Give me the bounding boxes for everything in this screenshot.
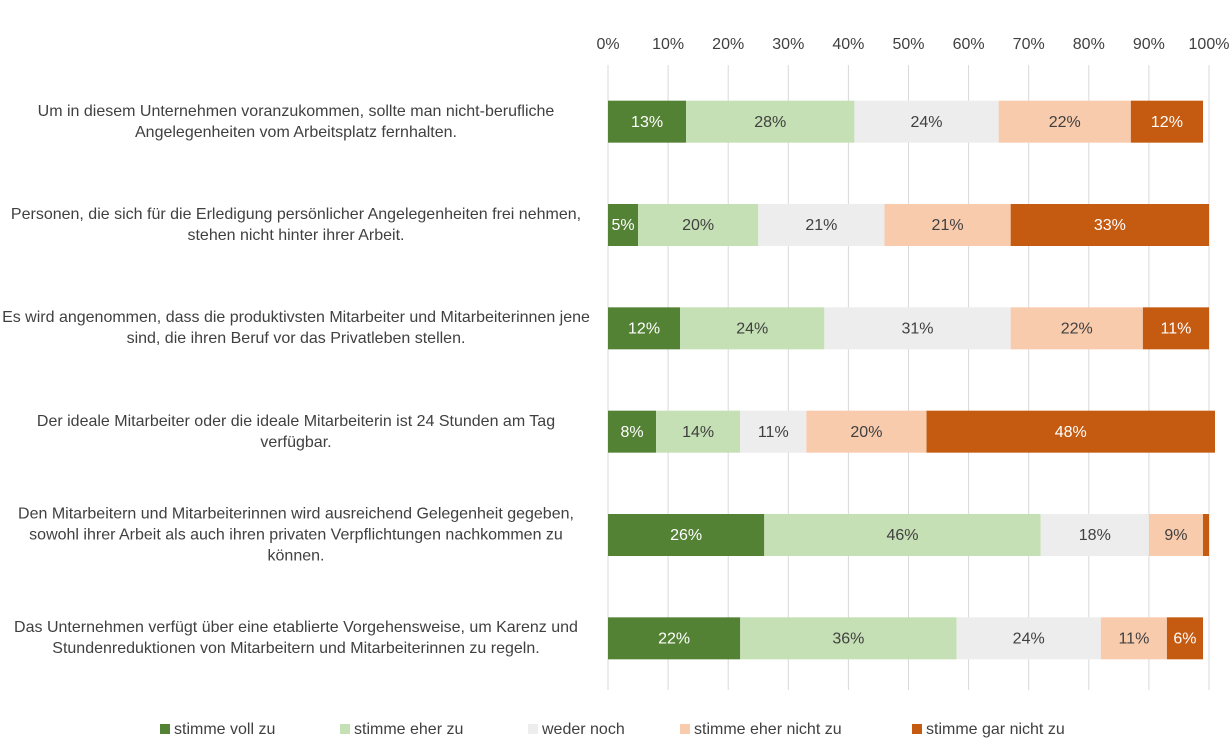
x-tick-label: 60% <box>953 36 985 53</box>
data-label: 20% <box>682 217 714 234</box>
bar-segment <box>608 410 657 453</box>
bar-segment <box>926 410 1216 453</box>
data-label: 24% <box>911 114 943 131</box>
x-tick-label: 40% <box>832 36 864 53</box>
bar-segment <box>608 204 639 246</box>
bar-segment <box>1148 514 1203 556</box>
bar-segment <box>956 617 1101 660</box>
x-tick-label: 30% <box>772 36 804 53</box>
category-label: Personen, die sich für die Erledigung pe… <box>10 206 582 244</box>
data-label: 9% <box>1164 527 1187 544</box>
x-tick-label: 10% <box>652 36 684 53</box>
data-label: 8% <box>620 424 643 441</box>
bar-segment <box>608 100 687 143</box>
bar-segment <box>740 617 957 660</box>
data-label: 12% <box>1151 114 1183 131</box>
bar-segment <box>806 410 927 453</box>
data-label: 13% <box>631 114 663 131</box>
data-label: 28% <box>754 114 786 131</box>
legend-label: stimme eher nicht zu <box>694 721 842 738</box>
data-label: 12% <box>628 321 660 338</box>
x-tick-label: 70% <box>1013 36 1045 53</box>
data-label: 31% <box>901 321 933 338</box>
category-label: Das Unternehmen verfügt über eine etabli… <box>14 619 578 658</box>
x-tick-label: 50% <box>892 36 924 53</box>
bar-segment <box>1142 307 1209 350</box>
bar-segment <box>824 307 1011 350</box>
bar-segment <box>680 307 825 350</box>
bar-segment <box>1202 514 1209 556</box>
bar-segment <box>686 100 855 143</box>
legend-label: stimme gar nicht zu <box>926 721 1065 738</box>
legend-label: stimme eher zu <box>354 721 463 738</box>
bar-segment <box>1010 204 1209 246</box>
bar-segment <box>1130 100 1203 143</box>
bar-segment <box>638 204 759 246</box>
data-label: 36% <box>832 631 864 648</box>
data-label: 21% <box>932 217 964 234</box>
data-label: 6% <box>1173 631 1196 648</box>
legend-swatch <box>680 724 690 734</box>
bar-segment <box>608 617 741 660</box>
data-label: 20% <box>850 424 882 441</box>
data-label: 26% <box>670 527 702 544</box>
data-label: 11% <box>758 424 789 441</box>
x-tick-label: 0% <box>596 36 619 53</box>
bar-segment <box>764 514 1041 556</box>
x-tick-label: 100% <box>1189 36 1229 53</box>
data-label: 11% <box>1118 631 1149 648</box>
data-label: 48% <box>1055 424 1087 441</box>
bar-segment <box>608 514 765 556</box>
legend-label: weder noch <box>541 721 625 738</box>
legend-swatch <box>340 724 350 734</box>
bar-segment <box>1166 617 1203 660</box>
category-label: Der ideale Mitarbeiter oder die ideale M… <box>36 412 556 451</box>
data-label: 22% <box>1049 114 1081 131</box>
data-label: 46% <box>886 527 918 544</box>
data-label: 11% <box>1161 321 1192 338</box>
bar-segment <box>854 100 999 143</box>
legend-label: stimme voll zu <box>174 721 275 738</box>
x-tick-label: 20% <box>712 36 744 53</box>
data-label: 18% <box>1079 527 1111 544</box>
data-label: 24% <box>736 321 768 338</box>
x-tick-label: 90% <box>1133 36 1165 53</box>
category-label: Es wird angenommen, dass die produktivst… <box>2 309 590 348</box>
bar-segment <box>1100 617 1167 660</box>
bar-segment <box>1010 307 1143 350</box>
data-label: 5% <box>611 217 634 234</box>
bar-segment <box>1040 514 1149 556</box>
bar-segment <box>656 410 741 453</box>
data-label: 14% <box>682 424 714 441</box>
category-label: Um in diesem Unternehmen voranzukommen, … <box>37 102 555 141</box>
x-tick-label: 80% <box>1073 36 1105 53</box>
bar-segment <box>884 204 1011 246</box>
legend-swatch <box>528 724 538 734</box>
bar-segment <box>608 307 681 350</box>
data-label: 22% <box>1061 321 1093 338</box>
data-label: 33% <box>1094 217 1126 234</box>
legend-swatch <box>160 724 170 734</box>
data-label: 21% <box>805 217 837 234</box>
data-label: 24% <box>1013 631 1045 648</box>
legend-swatch <box>912 724 922 734</box>
bar-segment <box>758 204 885 246</box>
data-label: 22% <box>658 631 690 648</box>
bar-segment <box>998 100 1131 143</box>
category-label: Den Mitarbeitern und Mitarbeiterinnen wi… <box>18 505 574 565</box>
bar-segment <box>740 410 807 453</box>
